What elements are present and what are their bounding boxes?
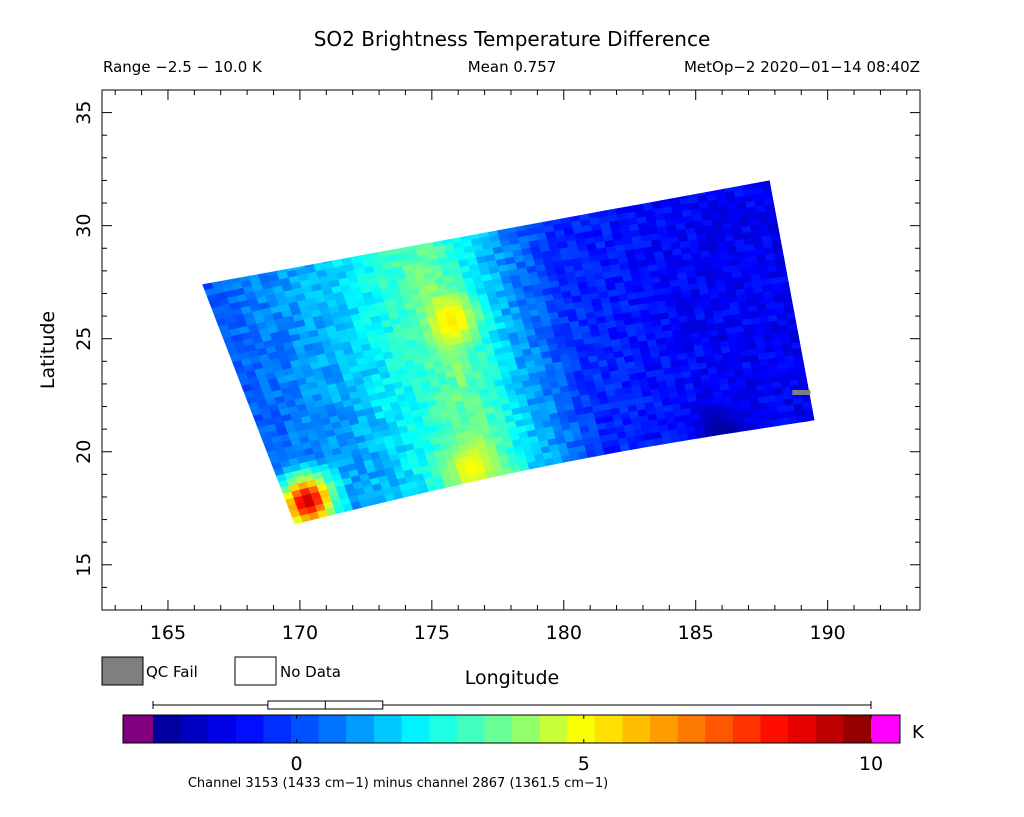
swath-heatmap	[202, 180, 815, 525]
mean-text: Mean 0.757	[468, 58, 557, 76]
qc-fail-label: QC Fail	[146, 663, 198, 681]
swath-cell	[754, 421, 765, 430]
colorbar-segment	[760, 715, 789, 743]
colorbar-segment	[208, 715, 237, 743]
swath-cell	[779, 417, 790, 426]
y-tick-label: 35	[73, 101, 95, 125]
colorbar-segment	[401, 715, 430, 743]
y-tick-label: 30	[73, 214, 95, 238]
swath-cell	[787, 416, 799, 425]
colorbar-segment	[346, 715, 375, 743]
x-tick-label: 190	[810, 622, 846, 644]
swath-cell	[796, 415, 807, 423]
colorbar-tick-label: 5	[578, 753, 590, 775]
colorbar: 0 5 10	[122, 700, 901, 775]
y-axis-label: Latitude	[37, 311, 59, 389]
colorbar-segment	[650, 715, 679, 743]
colorbar-tick-label: 0	[291, 753, 303, 775]
colorbar-segment	[484, 715, 513, 743]
x-axis-label: Longitude	[465, 667, 560, 689]
colorbar-segment	[539, 715, 568, 743]
swath-cell	[745, 422, 757, 431]
no-data-swatch	[234, 656, 277, 686]
swath-cell	[661, 436, 673, 445]
swath-cell	[770, 418, 782, 427]
colorbar-segment	[153, 715, 182, 743]
colorbar-segment	[843, 715, 872, 743]
colorbar-segment	[318, 715, 347, 743]
swath-cell	[720, 426, 731, 435]
colorbar-under-swatch	[123, 715, 153, 743]
swath-cell	[804, 413, 815, 422]
colorbar-segment	[567, 715, 596, 743]
colorbar-segment	[815, 715, 844, 743]
y-tick-label: 20	[73, 440, 95, 464]
colorbar-segment	[456, 715, 485, 743]
colorbar-segment	[512, 715, 541, 743]
x-tick-label: 175	[414, 622, 450, 644]
x-tick-label: 180	[546, 622, 582, 644]
colorbar-segment	[263, 715, 292, 743]
y-tick-label: 25	[73, 327, 95, 351]
x-tick-label: 185	[678, 622, 714, 644]
x-axis: 165 170 175 180 185 190	[114, 90, 908, 644]
colorbar-segment	[705, 715, 734, 743]
swath-cell	[653, 437, 664, 446]
x-tick-label: 165	[150, 622, 186, 644]
swath-cell	[712, 427, 723, 436]
colorbar-segment	[732, 715, 762, 743]
colorbar-frame	[122, 714, 901, 744]
swath-cell	[737, 424, 748, 433]
colorbar-segment	[622, 715, 651, 743]
colorbar-unit: K	[912, 722, 925, 743]
colorbar-segment	[429, 715, 458, 743]
y-tick-label: 15	[73, 553, 95, 577]
colorbar-tick-label: 10	[859, 753, 883, 775]
colorbar-segment	[373, 715, 403, 743]
colorbar-segment	[180, 715, 209, 743]
colorbar-over-swatch	[871, 715, 900, 743]
swath-cell	[686, 432, 698, 441]
colorbar-segment	[594, 715, 623, 743]
satellite-text: MetOp−2 2020−01−14 08:40Z	[684, 58, 920, 76]
swath-cell	[678, 433, 690, 442]
y-axis: 15 20 25 30 35	[73, 89, 920, 611]
range-text: Range −2.5 − 10.0 K	[103, 58, 263, 76]
colorbar-segment	[788, 715, 817, 743]
colorbar-segment	[677, 715, 706, 743]
swath-cell	[703, 429, 715, 438]
colorbar-segment	[235, 715, 264, 743]
colorbar-caption: Channel 3153 (1433 cm−1) minus channel 2…	[188, 776, 608, 791]
swath-cell	[728, 425, 740, 434]
swath-cell	[695, 430, 706, 439]
no-data-label: No Data	[280, 663, 341, 681]
qc-fail-mark	[792, 389, 811, 395]
qc-fail-swatch	[101, 656, 144, 686]
overlay-marks	[792, 389, 811, 395]
swath-cell	[762, 420, 773, 429]
colorbar-segment	[291, 715, 320, 743]
x-tick-label: 170	[282, 622, 318, 644]
chart-title: SO2 Brightness Temperature Difference	[314, 27, 711, 51]
swath-cell	[670, 434, 681, 443]
